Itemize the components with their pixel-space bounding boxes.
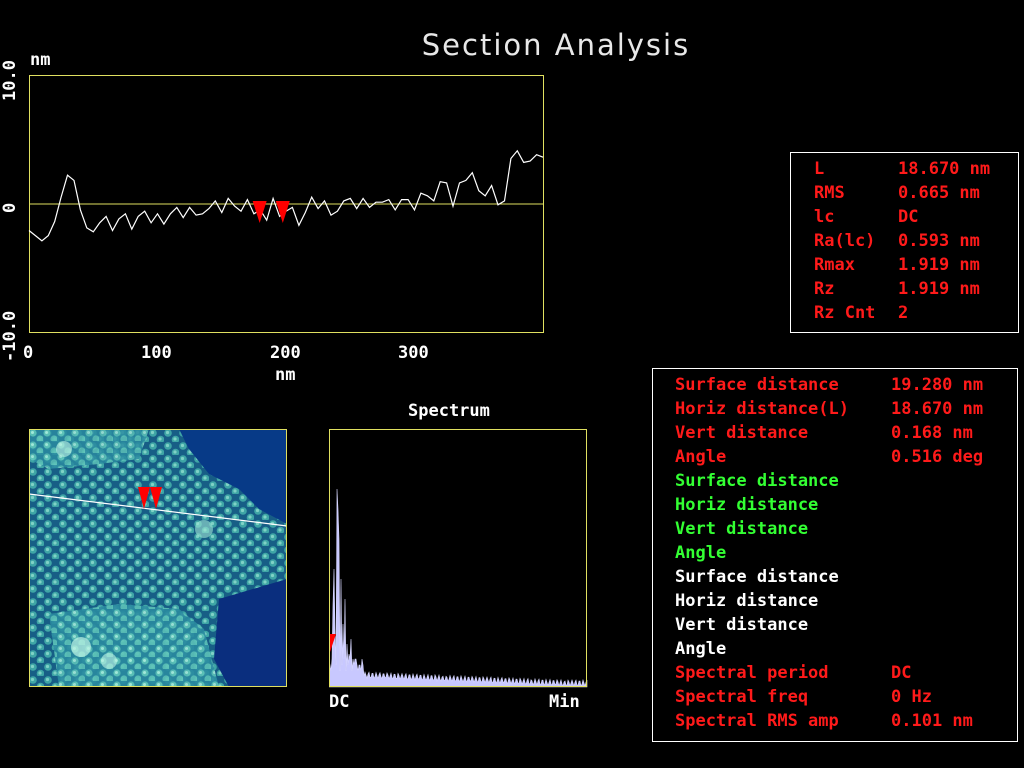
image-cursor-marker[interactable]: [150, 487, 162, 509]
measurement-label: Vert distance: [675, 615, 809, 635]
stats-label: RMS: [814, 183, 845, 203]
x-tick-0: 0: [23, 343, 34, 363]
measurement-value: 0.168 nm: [891, 423, 973, 443]
measurement-label: Horiz distance: [675, 495, 819, 515]
stats-value: DC: [898, 207, 919, 227]
stats-value: 0.593 nm: [898, 231, 980, 251]
stats-value: 1.919 nm: [898, 255, 980, 275]
measurement-label: Surface distance: [675, 375, 839, 395]
measurement-row: Vert distance 0.168 nm: [675, 421, 1017, 445]
profile-series-line: [28, 149, 544, 242]
stats-row: Rz Cnt 2: [814, 301, 1018, 325]
roughness-stats-panel: L 18.670 nm RMS 0.665 nm lc DC Ra(lc) 0.593 nm R…: [790, 152, 1019, 333]
measurement-label: Horiz distance: [675, 591, 819, 611]
x-tick-200: 200: [270, 343, 301, 363]
measurement-row: Surface distance 19.280 nm: [675, 373, 1017, 397]
measurement-label: Vert distance: [675, 423, 809, 443]
spectrum-area: [329, 488, 588, 688]
measurement-row: Angle 0.516 deg: [675, 445, 1017, 469]
measurement-value: 18.670 nm: [891, 399, 984, 419]
measurement-value: 0 Hz: [891, 687, 932, 707]
spectrum-x-label-min: Min: [549, 692, 580, 712]
spectrum-x-label-dc: DC: [329, 692, 350, 712]
stats-row: lc DC: [814, 205, 1018, 229]
measurement-label: Spectral period: [675, 663, 829, 683]
stats-row: RMS 0.665 nm: [814, 181, 1018, 205]
stats-label: lc: [814, 207, 835, 227]
stats-row: Ra(lc) 0.593 nm: [814, 229, 1018, 253]
measurement-row: Horiz distance(L) 18.670 nm: [675, 397, 1017, 421]
measurement-row: Spectral period DC: [675, 661, 1017, 685]
stats-label: L: [814, 159, 825, 179]
stats-label: Rmax: [814, 255, 855, 275]
measurement-value: DC: [891, 663, 912, 683]
measurement-row: Vert distance: [675, 517, 1017, 541]
image-cursor-marker[interactable]: [138, 487, 150, 509]
measurement-label: Spectral freq: [675, 687, 809, 707]
section-line[interactable]: [29, 493, 287, 527]
measurement-label: Horiz distance(L): [675, 399, 849, 419]
spectrum-title: Spectrum: [408, 401, 490, 421]
stats-label: Ra(lc): [814, 231, 876, 251]
measurement-row: Angle: [675, 637, 1017, 661]
y-unit-label: nm: [30, 50, 51, 70]
measurement-label: Vert distance: [675, 519, 809, 539]
stats-row: L 18.670 nm: [814, 157, 1018, 181]
measurement-label: Surface distance: [675, 567, 839, 587]
section-profile-chart[interactable]: [0, 0, 560, 340]
stats-label: Rz: [814, 279, 835, 299]
x-tick-300: 300: [398, 343, 429, 363]
measurement-row: Horiz distance: [675, 589, 1017, 613]
window-title: Section Analysis: [421, 28, 691, 62]
measurement-value: 19.280 nm: [891, 375, 984, 395]
measurement-panel: Surface distance 19.280 nm Horiz distance(…: [652, 368, 1018, 742]
stats-label: Rz Cnt: [814, 303, 876, 323]
measurement-label: Angle: [675, 639, 727, 659]
measurement-label: Surface distance: [675, 471, 839, 491]
stats-value: 2: [898, 303, 909, 323]
measurement-row: Spectral RMS amp 0.101 nm: [675, 709, 1017, 733]
measurement-value: 0.516 deg: [891, 447, 984, 467]
measurement-row: Angle: [675, 541, 1017, 565]
measurement-row: Spectral freq 0 Hz: [675, 685, 1017, 709]
stats-value: 0.665 nm: [898, 183, 980, 203]
measurement-row: Vert distance: [675, 613, 1017, 637]
x-unit-label: nm: [275, 365, 296, 385]
measurement-value: 0.101 nm: [891, 711, 973, 731]
measurement-label: Spectral RMS amp: [675, 711, 839, 731]
measurement-row: Horiz distance: [675, 493, 1017, 517]
spectrum-cursor-marker[interactable]: [329, 634, 336, 655]
measurement-label: Angle: [675, 543, 727, 563]
profile-cursor-marker[interactable]: [275, 201, 290, 223]
measurement-row: Surface distance: [675, 469, 1017, 493]
stats-value: 1.919 nm: [898, 279, 980, 299]
measurement-label: Angle: [675, 447, 727, 467]
measurement-row: Surface distance: [675, 565, 1017, 589]
stats-row: Rmax 1.919 nm: [814, 253, 1018, 277]
spectrum-chart[interactable]: [329, 429, 588, 688]
profile-cursor-marker[interactable]: [252, 201, 267, 223]
x-tick-100: 100: [141, 343, 172, 363]
afm-height-image[interactable]: [29, 429, 287, 687]
stats-row: Rz 1.919 nm: [814, 277, 1018, 301]
stats-value: 18.670 nm: [898, 159, 991, 179]
